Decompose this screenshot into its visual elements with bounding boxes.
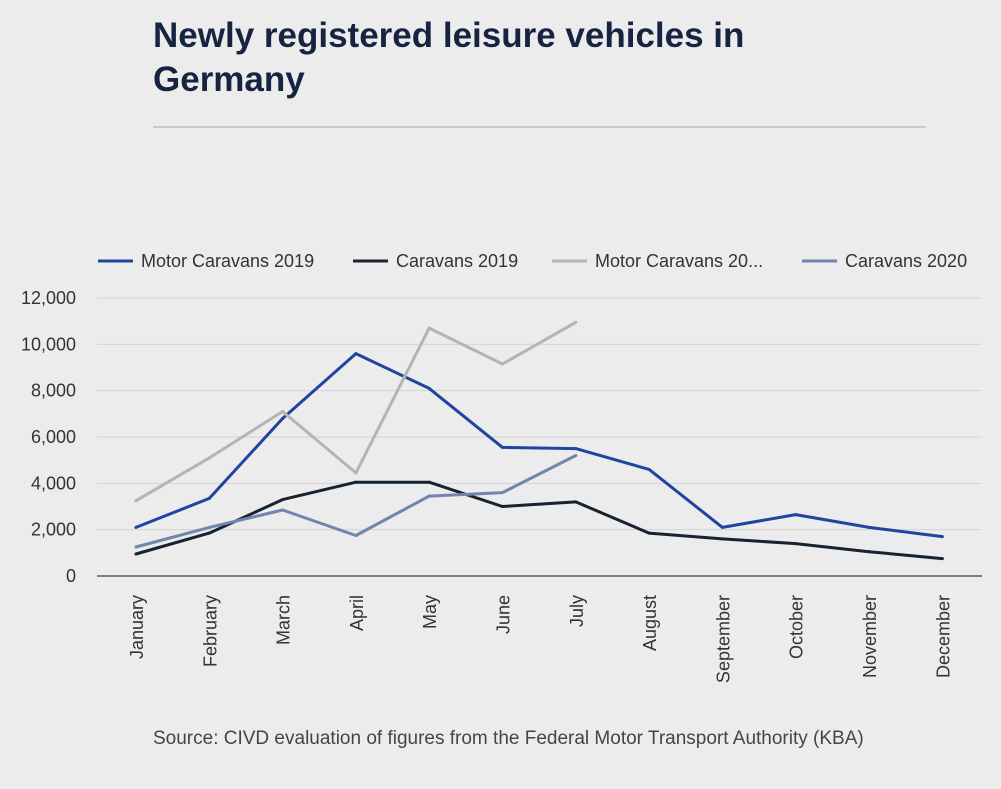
x-tick-label: October — [787, 595, 807, 659]
y-tick-label: 10,000 — [21, 334, 76, 354]
data-point — [354, 480, 358, 484]
x-tick-label: February — [200, 595, 220, 667]
data-point — [281, 416, 285, 420]
data-point — [574, 500, 578, 504]
data-point — [501, 491, 504, 495]
x-tick-label: September — [713, 595, 733, 683]
series-line-0 — [134, 352, 944, 539]
title-divider — [153, 126, 926, 128]
data-point — [427, 494, 431, 498]
data-point — [281, 410, 285, 414]
y-tick-label: 6,000 — [31, 427, 76, 447]
data-point — [501, 362, 504, 366]
data-point — [720, 525, 724, 529]
legend-label: Caravans 2020 — [845, 251, 967, 271]
data-point — [354, 471, 358, 475]
data-point — [134, 525, 138, 529]
data-point — [867, 550, 871, 554]
data-point — [647, 467, 651, 471]
data-point — [207, 456, 211, 460]
grid — [97, 297, 982, 531]
x-axis: January February March April May June July Augu… — [127, 595, 953, 683]
legend: Motor Caravans 2019 Caravans 2019 Motor Ca… — [98, 251, 967, 271]
data-point — [134, 545, 138, 549]
x-tick-label: August — [640, 595, 660, 651]
data-point — [134, 499, 138, 503]
data-point — [501, 445, 504, 449]
data-point — [354, 533, 358, 537]
x-tick-label: April — [347, 595, 367, 631]
data-point — [281, 498, 285, 502]
data-point — [574, 454, 578, 458]
data-point — [427, 386, 431, 390]
data-point — [281, 508, 285, 512]
data-point — [940, 557, 944, 561]
x-tick-label: June — [494, 595, 514, 634]
x-tick-label: November — [860, 595, 880, 678]
y-tick-label: 4,000 — [31, 473, 76, 493]
x-tick-label: March — [274, 595, 294, 645]
data-point — [574, 320, 578, 324]
legend-label: Caravans 2019 — [396, 251, 518, 271]
y-tick-label: 12,000 — [21, 288, 76, 308]
legend-label: Motor Caravans 2019 — [141, 251, 314, 271]
x-tick-label: December — [933, 595, 953, 678]
data-point — [574, 447, 578, 451]
data-point — [647, 531, 651, 535]
y-tick-label: 2,000 — [31, 520, 76, 540]
data-point — [427, 326, 431, 330]
data-point — [207, 525, 211, 529]
x-tick-label: May — [420, 595, 440, 629]
legend-label: Motor Caravans 20... — [595, 251, 763, 271]
y-axis: 0 2,000 4,000 6,000 8,000 10,000 12,000 — [21, 288, 982, 586]
series-line-1 — [134, 480, 944, 561]
data-point — [794, 513, 798, 517]
x-tick-label: January — [127, 595, 147, 659]
x-tick-label: July — [567, 595, 587, 627]
data-point — [354, 352, 358, 356]
data-point — [940, 535, 944, 539]
source-note: Source: CIVD evaluation of figures from … — [153, 728, 864, 749]
data-point — [501, 505, 504, 508]
chart-title: Newly registered leisure vehicles in Ger… — [153, 16, 745, 99]
data-point — [720, 537, 724, 541]
data-point — [134, 552, 138, 556]
data-point — [207, 531, 211, 535]
data-point — [427, 480, 431, 484]
series-lines — [134, 320, 944, 561]
y-tick-label: 0 — [66, 566, 76, 586]
data-point — [867, 525, 871, 529]
data-point — [794, 542, 798, 546]
y-tick-label: 8,000 — [31, 381, 76, 401]
data-point — [207, 496, 211, 500]
